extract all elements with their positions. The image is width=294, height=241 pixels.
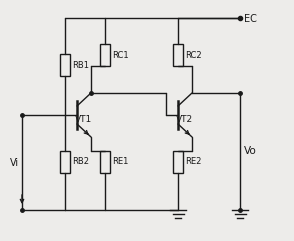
Bar — [173, 44, 183, 66]
Bar — [60, 54, 70, 76]
Bar — [100, 44, 110, 66]
Text: Vi: Vi — [10, 158, 19, 167]
Text: RE1: RE1 — [112, 158, 128, 167]
Text: EC: EC — [244, 14, 257, 24]
Text: Vo: Vo — [244, 147, 257, 156]
Bar — [100, 151, 110, 173]
Bar — [60, 151, 70, 173]
Bar — [173, 151, 183, 173]
Text: RC2: RC2 — [185, 51, 202, 60]
Text: RE2: RE2 — [185, 158, 201, 167]
Text: VT2: VT2 — [176, 115, 193, 125]
Text: VT1: VT1 — [75, 115, 92, 125]
Text: RB1: RB1 — [72, 60, 89, 69]
Text: RC1: RC1 — [112, 51, 129, 60]
Text: RB2: RB2 — [72, 158, 89, 167]
